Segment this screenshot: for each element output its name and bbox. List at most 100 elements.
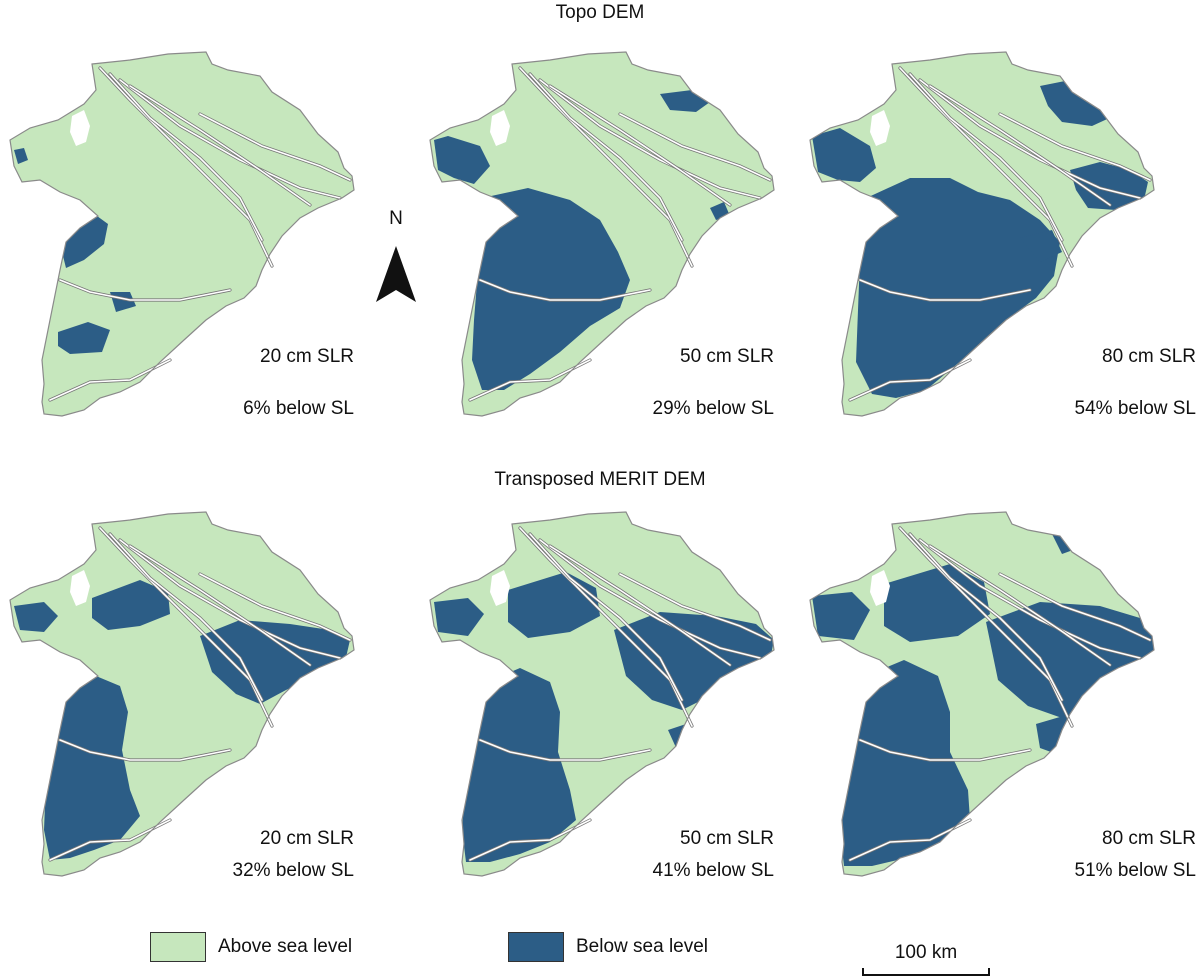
row-title-topo: Topo DEM: [555, 2, 645, 23]
river: [49, 819, 171, 861]
map-panel-topo-50cm: 50 cm SLR 29% below SL: [420, 30, 820, 470]
north-arrow: N: [366, 208, 426, 308]
flooded-area: [884, 564, 990, 642]
map-panel-merit-80cm: 80 cm SLR 51% below SL: [800, 490, 1200, 930]
river: [539, 539, 761, 659]
river: [99, 527, 273, 727]
coastline: [429, 51, 775, 417]
coastline: [429, 511, 775, 877]
below-sl-label: 32% below SL: [232, 860, 354, 881]
row-title-merit: Transposed MERIT DEM: [494, 469, 706, 490]
flooded-areas: [434, 90, 730, 390]
flooded-area: [812, 128, 876, 182]
legend-label-above: Above sea level: [218, 936, 353, 957]
no-data-area: [870, 570, 890, 606]
river: [909, 73, 1063, 241]
river: [859, 739, 1031, 761]
flooded-area: [200, 620, 350, 704]
flooded-area: [92, 580, 170, 630]
river: [129, 545, 311, 666]
river: [119, 539, 341, 659]
delta-map: [809, 511, 1155, 877]
delta-map: [429, 511, 775, 877]
delta-map: [9, 51, 355, 417]
slr-label: 80 cm SLR: [1102, 346, 1196, 367]
no-data-area: [70, 570, 90, 606]
coastline: [809, 51, 1155, 417]
below-sl-label: 6% below SL: [243, 398, 354, 419]
flooded-area: [462, 668, 576, 862]
river: [469, 819, 591, 861]
river: [199, 573, 351, 641]
flooded-areas: [14, 580, 350, 860]
legend-swatch-below: [508, 932, 564, 962]
river: [929, 85, 1111, 206]
coastline: [809, 511, 1155, 877]
legend-item-above: Above sea level: [150, 930, 352, 964]
coastline: [9, 51, 355, 417]
river: [909, 533, 1063, 701]
river: [539, 79, 761, 199]
flooded-area: [1104, 100, 1132, 122]
flooded-areas: [434, 572, 774, 862]
north-label: N: [389, 208, 403, 229]
delta-map: [9, 511, 355, 877]
river: [479, 279, 651, 301]
legend-item-below: Below sea level: [508, 930, 708, 964]
below-sl-label: 51% below SL: [1074, 860, 1196, 881]
delta-map: [429, 51, 775, 417]
flooded-area: [14, 148, 28, 164]
river: [849, 359, 971, 401]
slr-label: 20 cm SLR: [260, 828, 354, 849]
river: [899, 527, 1073, 727]
coastline: [9, 511, 355, 877]
river: [549, 545, 731, 666]
flooded-area: [58, 322, 110, 354]
flooded-area: [472, 188, 630, 390]
slr-label: 50 cm SLR: [680, 828, 774, 849]
flooded-area: [14, 602, 58, 632]
river: [929, 545, 1111, 666]
flooded-area: [614, 612, 774, 710]
map-panel-merit-20cm: 20 cm SLR 32% below SL: [0, 490, 400, 930]
river: [919, 539, 1141, 659]
river: [999, 573, 1151, 641]
river: [109, 533, 263, 701]
map-panel-merit-50cm: 50 cm SLR 41% below SL: [420, 490, 820, 930]
river: [619, 113, 771, 181]
river: [99, 67, 273, 267]
river: [619, 573, 771, 641]
river: [519, 67, 693, 267]
river: [529, 533, 683, 701]
slr-label: 20 cm SLR: [260, 346, 354, 367]
river: [519, 527, 693, 727]
slr-label: 80 cm SLR: [1102, 828, 1196, 849]
scale-bar-label: 100 km: [894, 942, 958, 963]
river: [59, 739, 231, 761]
river: [919, 79, 1141, 199]
river: [899, 67, 1073, 267]
below-sl-label: 54% below SL: [1074, 398, 1196, 419]
north-arrow-icon: [376, 246, 416, 302]
flooded-area: [44, 676, 140, 860]
map-panel-topo-80cm: 80 cm SLR 54% below SL: [800, 30, 1200, 470]
flooded-area: [856, 178, 1060, 398]
flooded-area: [296, 692, 322, 720]
river: [49, 359, 171, 401]
river: [549, 85, 731, 206]
below-sl-label: 41% below SL: [652, 860, 774, 881]
river: [999, 113, 1151, 181]
river: [59, 279, 231, 301]
map-panel-topo-20cm: 20 cm SLR 6% below SL: [0, 30, 400, 470]
no-data-area: [70, 110, 90, 146]
river: [469, 359, 591, 401]
legend-swatch-above: [150, 932, 206, 962]
no-data-area: [870, 110, 890, 146]
river: [479, 739, 651, 761]
river: [109, 73, 263, 241]
delta-map: [809, 51, 1155, 417]
flooded-area: [434, 598, 484, 636]
below-sl-label: 29% below SL: [652, 398, 774, 419]
flooded-area: [840, 660, 970, 866]
legend-label-below: Below sea level: [576, 936, 709, 957]
